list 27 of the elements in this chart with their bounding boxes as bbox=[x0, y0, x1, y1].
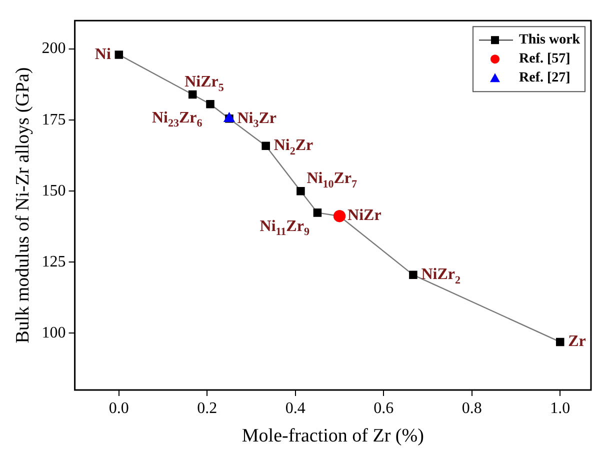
y-tick-label: 200 bbox=[42, 40, 66, 58]
point bbox=[188, 90, 197, 99]
x-tick-label: 0.0 bbox=[108, 400, 129, 417]
point bbox=[114, 50, 124, 59]
point bbox=[556, 338, 564, 346]
annotation: Ni bbox=[94, 46, 112, 63]
x-tick-label: 1.0 bbox=[550, 400, 570, 417]
point bbox=[313, 208, 322, 217]
point bbox=[206, 100, 214, 108]
x-tick-label: 0.2 bbox=[197, 400, 218, 417]
y-tick-label: 175 bbox=[42, 111, 66, 128]
annotation: NiZr bbox=[348, 207, 382, 224]
y-tick-label: 150 bbox=[42, 182, 66, 200]
x-axis-title: Mole-fraction of Zr (%) bbox=[242, 426, 424, 447]
y-tick-label: 125 bbox=[42, 253, 66, 270]
y-tick-label: 100 bbox=[42, 324, 66, 342]
x-tick-label: 0.8 bbox=[462, 400, 482, 417]
legend-label: Ref. [27] bbox=[519, 70, 570, 86]
point bbox=[262, 142, 270, 150]
legend-label: This work bbox=[519, 32, 580, 48]
legend-label: Ref. [57] bbox=[519, 52, 570, 67]
y-axis-title: Bulk modulus of Ni-Zr alloys (GPa) bbox=[12, 67, 34, 344]
point bbox=[409, 270, 418, 280]
annotation: Zr bbox=[568, 333, 586, 350]
x-tick-label: 0.6 bbox=[374, 400, 394, 417]
x-tick-label: 0.4 bbox=[285, 400, 306, 417]
point bbox=[296, 186, 305, 196]
